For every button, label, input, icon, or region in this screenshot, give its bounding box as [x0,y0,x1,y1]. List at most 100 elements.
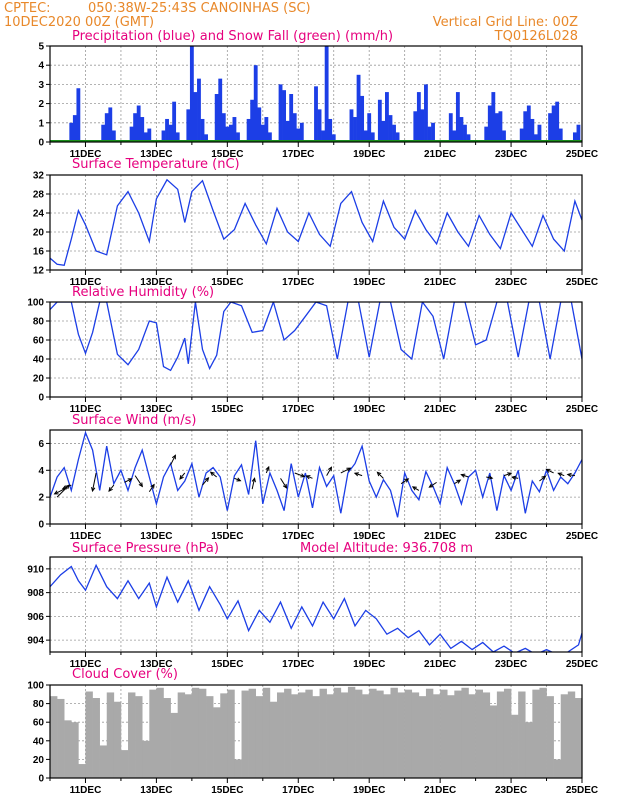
cloud-bar [170,712,178,778]
precip-bar [448,113,453,142]
precip-bar [267,132,272,142]
cloud-bar [355,689,363,778]
cloud-ytick-label: 40 [33,736,45,747]
precip-bar [491,92,496,142]
precip-bar [463,124,467,142]
wind-arrow-head [346,467,352,472]
cloud-bar [411,692,420,778]
wind-arrow [202,476,210,486]
wind-arrow [61,484,72,490]
cloud-bar [305,689,313,778]
temperature-panel: 12 16 20 24 28 32 11DEC 13DEC 15DEC 17DEC 19DEC 21D… [33,171,598,289]
wind-ytick-label: 2 [38,493,44,504]
wind-arrow [53,488,65,495]
wind-arrow [340,467,352,474]
pressure-xtick-label: 19DEC [353,659,385,670]
wind-arrow-shaft [134,475,143,487]
cloud-bar [184,694,193,778]
cloud-bar [128,692,136,778]
precip-bar [143,132,148,142]
wind-arrow-head [65,484,70,490]
wind-arrow-shaft [429,481,437,488]
humidity-xtick-label: 21DEC [424,404,456,415]
precip-bar [161,130,166,142]
precip-bar [459,117,464,142]
cloud-bar [574,698,582,778]
temperature-ytick-label: 16 [33,247,45,258]
wind-arrow [124,478,133,483]
precip-bar [548,113,553,142]
wind-arrow [108,484,115,492]
precip-bar [129,126,134,142]
cloud-bar [546,696,554,778]
cloud-bar [461,687,469,778]
wind-arrow-head [507,472,513,477]
cloud-bar [149,689,157,778]
pressure-series-line [50,563,582,652]
cloud-bar [50,696,58,778]
cloud-bar [496,691,505,778]
wind-arrow-shaft [251,478,256,490]
humidity-series-line [50,302,582,372]
wind-arrow-head [127,478,133,483]
cloud-bar [532,689,540,778]
precip-bar [200,118,205,142]
cloud-bar [262,687,271,778]
precip-bar [204,134,208,142]
precip-bar [172,101,177,142]
wind-arrow-head [300,473,306,478]
cloud-bar [99,745,108,778]
precip-bar [147,128,152,142]
wind-series-line [50,430,582,518]
precip-bar [551,105,556,142]
wind-arrow-shaft [108,484,115,492]
cloud-bar [376,690,384,778]
pressure-xtick-label: 25DEC [566,659,598,670]
cloud-bar [369,688,377,778]
precip-bar [296,128,301,142]
precip-bar [367,113,372,142]
wind-arrow-shaft [62,484,72,490]
precip-bar [72,115,77,142]
cloud-xtick-label: 17DEC [282,785,314,796]
precip-bar [555,101,560,142]
wind-arrow-head [557,472,563,477]
precip-bar [321,130,326,142]
precip-bar [420,109,425,142]
cloud-bar [383,694,391,778]
header-source: CPTEC: [4,1,51,16]
wind-arrow-head [251,477,256,483]
precip-bar [381,120,386,142]
cloud-bar [220,693,228,778]
precip-bar [214,94,219,142]
precip-bar [484,126,489,142]
wind-arrow-head [327,466,333,472]
wind-xtick-label: 25DEC [566,531,598,542]
wind-ytick-label: 4 [38,466,44,477]
wind-arrow-head [108,487,113,492]
precip-bar [487,105,492,142]
precip-bar [331,134,336,142]
precip-bar [431,122,435,142]
cloud-bar [475,689,483,778]
precip-bar [299,122,304,142]
cloud-bar [78,764,86,778]
precip-bar [165,118,169,142]
cloud-bar [291,694,299,778]
cloud-bar [390,687,398,778]
wind-plot-area [50,430,582,518]
precip-bar [413,111,418,142]
pressure-title: Surface Pressure (hPa) [72,541,219,556]
cloud-bar [425,688,434,778]
wind-xtick-label: 17DEC [282,531,314,542]
precip-bar [289,94,294,142]
wind-arrow-shaft [503,472,512,477]
precip-ytick-label: 2 [38,99,44,110]
temperature-title: Surface Temperature (nC) [72,157,240,172]
cloud-bar [447,695,455,778]
pressure-model-altitude: Model Altitude: 936.708 m [300,541,473,556]
precip-bar [452,130,457,142]
wind-arrow [170,454,176,466]
wind-arrow-head [53,490,59,495]
header-run: 10DEC2020 00Z (GMT) [4,15,154,30]
